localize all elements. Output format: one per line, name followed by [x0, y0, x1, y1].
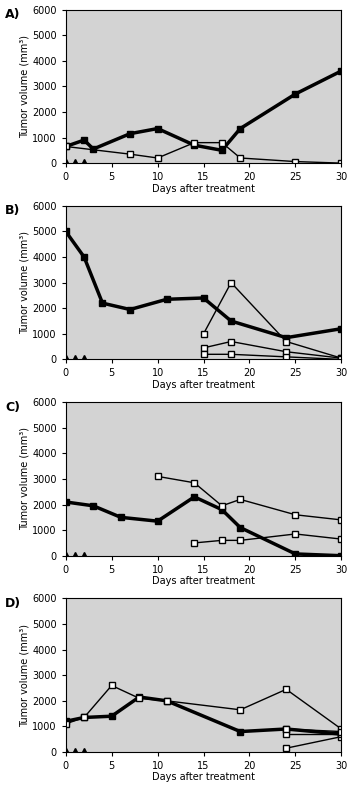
Text: D): D) [5, 597, 21, 610]
X-axis label: Days after treatment: Days after treatment [152, 576, 255, 586]
X-axis label: Days after treatment: Days after treatment [152, 184, 255, 194]
X-axis label: Days after treatment: Days after treatment [152, 772, 255, 782]
Y-axis label: Tumor volume (mm³): Tumor volume (mm³) [19, 624, 29, 727]
Y-axis label: Tumor volume (mm³): Tumor volume (mm³) [19, 231, 29, 334]
Text: C): C) [5, 400, 20, 414]
Y-axis label: Tumor volume (mm³): Tumor volume (mm³) [19, 427, 29, 530]
X-axis label: Days after treatment: Days after treatment [152, 380, 255, 390]
Text: A): A) [5, 8, 20, 21]
Y-axis label: Tumor volume (mm³): Tumor volume (mm³) [19, 35, 29, 138]
Text: B): B) [5, 204, 20, 217]
